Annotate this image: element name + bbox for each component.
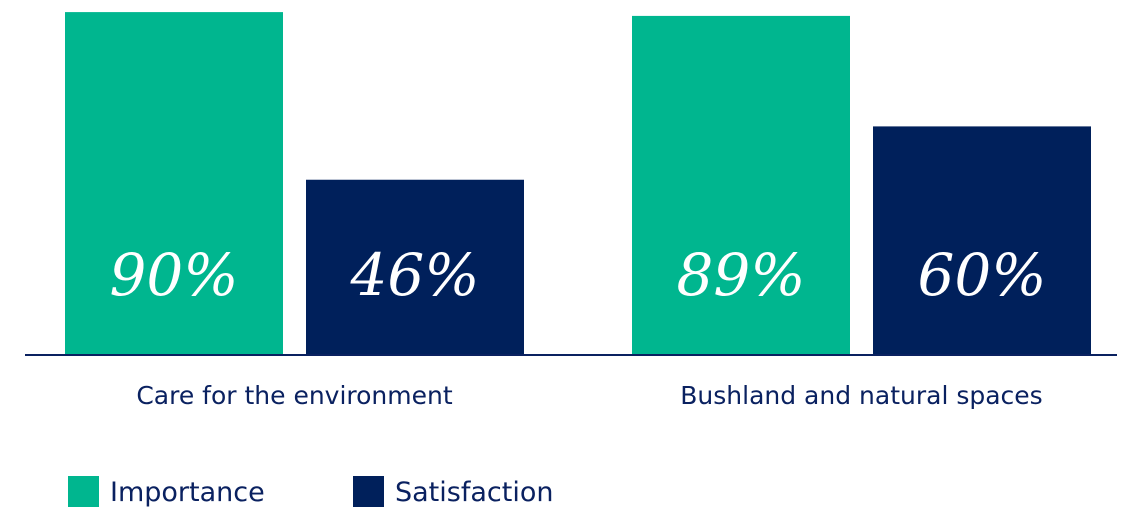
bar bbox=[65, 12, 283, 355]
bar bbox=[632, 15, 850, 355]
data-label: 60% bbox=[918, 241, 1047, 309]
data-label: 46% bbox=[350, 241, 480, 309]
x-tick-label: Bushland and natural spaces bbox=[680, 381, 1042, 410]
bar bbox=[306, 179, 524, 355]
bar bbox=[873, 126, 1091, 356]
data-label: 90% bbox=[110, 241, 239, 309]
legend-swatch bbox=[68, 476, 99, 507]
legend-label: Importance bbox=[110, 477, 265, 508]
x-tick-label: Care for the environment bbox=[136, 381, 453, 410]
legend-label: Satisfaction bbox=[395, 477, 553, 508]
data-label: 89% bbox=[677, 241, 806, 309]
legend-swatch bbox=[353, 476, 384, 507]
